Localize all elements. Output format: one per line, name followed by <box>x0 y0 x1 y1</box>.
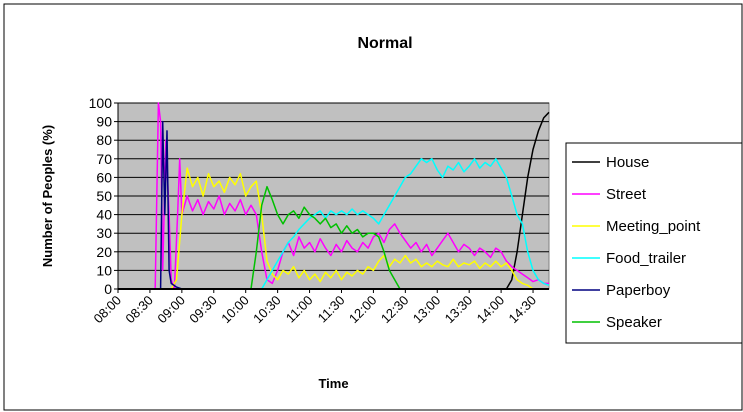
legend-label: Paperboy <box>606 282 671 299</box>
y-tick-label: 50 <box>96 188 112 204</box>
y-axis-ticks: 0 10 20 30 40 50 60 70 80 90 100 <box>89 95 118 297</box>
y-tick-label: 10 <box>96 262 112 278</box>
series-line-speaker <box>118 185 549 290</box>
legend-box <box>565 142 743 344</box>
legend-label: Street <box>606 186 647 203</box>
y-axis-label: Number of Peoples (%) <box>40 125 55 267</box>
legend: House Street Meeting_point Food_trailer Pape… <box>565 142 743 344</box>
series-line-street <box>118 102 549 290</box>
y-tick-label: 40 <box>96 207 112 223</box>
chart-title: Normal <box>357 35 412 52</box>
legend-label: House <box>606 154 649 171</box>
y-tick-label: 90 <box>96 114 112 130</box>
y-tick-label: 70 <box>96 151 112 167</box>
legend-label: Speaker <box>606 314 662 331</box>
y-tick-label: 80 <box>96 132 112 148</box>
y-tick-label: 20 <box>96 244 112 260</box>
series-lines <box>117 102 550 290</box>
series-line-food_trailer <box>118 158 550 290</box>
y-tick-label: 0 <box>104 281 112 297</box>
y-tick-label: 100 <box>89 95 113 111</box>
y-tick-label: 60 <box>96 169 112 185</box>
y-tick-label: 30 <box>96 225 112 241</box>
series-line-meeting_point <box>118 167 549 290</box>
series-line-house <box>118 111 550 290</box>
legend-label: Food_trailer <box>606 250 686 267</box>
x-axis-label: Time <box>318 376 348 391</box>
legend-label: Meeting_point <box>606 218 701 235</box>
